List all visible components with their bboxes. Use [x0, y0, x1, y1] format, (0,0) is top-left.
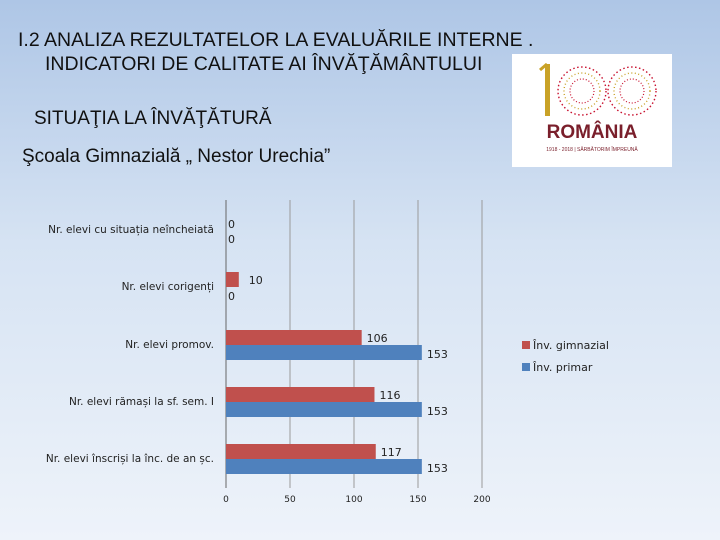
- data-label: 117: [381, 446, 402, 459]
- data-label: 0: [228, 218, 235, 231]
- category-label: Nr. elevi rămași la sf. sem. I: [69, 396, 214, 408]
- bar-gimnazial: [226, 330, 362, 345]
- bar-gimnazial: [226, 444, 376, 459]
- data-label: 153: [427, 405, 448, 418]
- x-tick-label: 0: [223, 495, 229, 505]
- x-tick-label: 100: [345, 495, 362, 505]
- category-label: Nr. elevi corigenți: [122, 281, 214, 293]
- title-line-2: INDICATORI DE CALITATE AI ÎNVĂŢĂMÂNTULUI: [45, 53, 483, 75]
- data-label: 0: [228, 290, 235, 303]
- legend-item: Înv. primar: [522, 356, 609, 378]
- legend-swatch: [522, 363, 530, 371]
- data-label: 153: [427, 348, 448, 361]
- slide-title: I.2 ANALIZA REZULTATELOR LA EVALUĂRILE I…: [18, 28, 578, 76]
- chart-legend: Înv. gimnazial Înv. primar: [522, 334, 609, 378]
- data-label: 106: [367, 332, 388, 345]
- data-label: 116: [379, 389, 400, 402]
- category-label: Nr. elevi înscriși la înc. de an șc.: [46, 453, 214, 465]
- legend-label: Înv. primar: [533, 360, 593, 374]
- x-tick-label: 50: [284, 495, 296, 505]
- chart-bars: [226, 272, 422, 474]
- centenary-number-100: [539, 62, 657, 116]
- slide-subtitle: SITUAŢIA LA ÎNVĂŢĂTURĂ: [34, 108, 272, 129]
- x-tick-label: 200: [473, 495, 490, 505]
- data-label: 10: [249, 274, 263, 287]
- category-label: Nr. elevi cu situația neîncheiată: [48, 224, 214, 236]
- bar-primar: [226, 459, 422, 474]
- logo-word: ROMÂNIA: [547, 121, 638, 143]
- legend-item: Înv. gimnazial: [522, 334, 609, 356]
- logo-tagline: 1918 - 2018 | SĂRBĂTORIM ÎMPREUNĂ: [546, 146, 638, 153]
- legend-swatch: [522, 341, 530, 349]
- bar-primar: [226, 402, 422, 417]
- bar-primar: [226, 345, 422, 360]
- category-label: Nr. elevi promov.: [125, 339, 214, 351]
- romania-centenary-logo: ROMÂNIA 1918 - 2018 | SĂRBĂTORIM ÎMPREUN…: [512, 54, 672, 167]
- data-label: 0: [228, 233, 235, 246]
- centenary-logo-graphic: ROMÂNIA 1918 - 2018 | SĂRBĂTORIM ÎMPREUN…: [539, 62, 657, 153]
- data-label: 153: [427, 462, 448, 475]
- bar-gimnazial: [226, 272, 239, 287]
- x-tick-label: 150: [409, 495, 426, 505]
- school-name: Şcoala Gimnazială „ Nestor Urechia”: [22, 146, 331, 167]
- legend-label: Înv. gimnazial: [533, 338, 609, 352]
- title-line-1: I.2 ANALIZA REZULTATELOR LA EVALUĂRILE I…: [18, 29, 534, 51]
- bar-gimnazial: [226, 387, 375, 402]
